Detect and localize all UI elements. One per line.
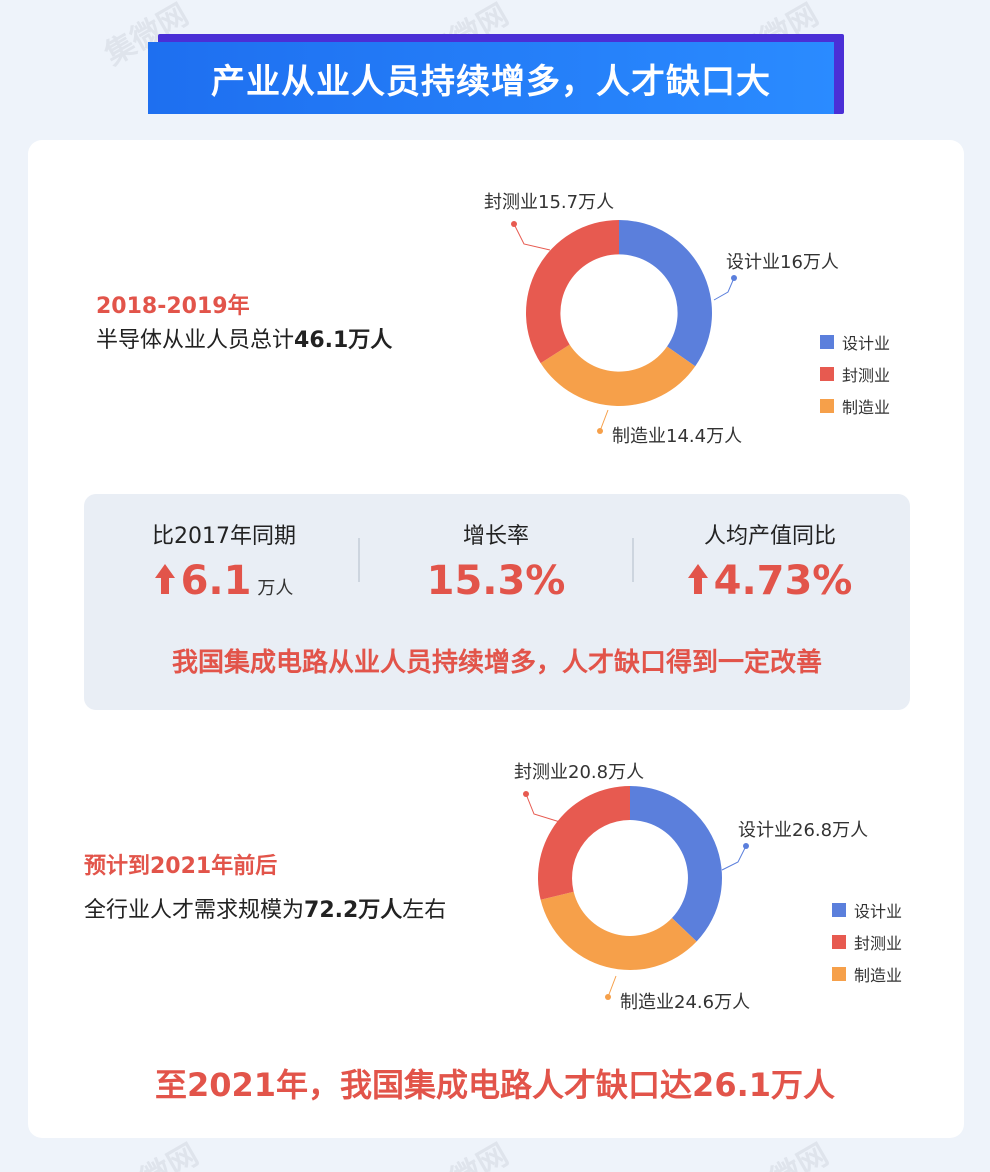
section2-text-prefix: 全行业人才需求规模为 bbox=[84, 898, 305, 923]
leader-dot-packaging-2019 bbox=[511, 221, 517, 227]
leader-line-design-2021 bbox=[721, 845, 747, 871]
legend-item-packaging: 封测业 bbox=[832, 926, 902, 958]
callout-packaging-2019: 封测业15.7万人 bbox=[484, 192, 615, 213]
legend-swatch-manufacturing bbox=[832, 967, 846, 981]
leader-lines-2021 bbox=[523, 791, 749, 1000]
legend-label-packaging: 封测业 bbox=[842, 366, 891, 385]
section2-text-suffix: 左右 bbox=[402, 898, 447, 923]
stat-unit: 万人 bbox=[257, 578, 294, 599]
leader-lines-2019 bbox=[511, 221, 737, 434]
header-banner: 产业从业人员持续增多，人才缺口大 bbox=[148, 42, 834, 114]
leader-line-design-2019 bbox=[713, 277, 735, 301]
section2-text-bold: 72.2万人 bbox=[304, 898, 403, 923]
donut-slice-packaging bbox=[538, 786, 630, 900]
stat-divider bbox=[632, 538, 634, 582]
arrow-up-icon bbox=[154, 564, 175, 594]
leader-line-manufacturing-2019 bbox=[599, 409, 609, 432]
donut-slice-manufacturing bbox=[540, 891, 697, 970]
legend-2021: 设计业 封测业 制造业 bbox=[832, 894, 902, 990]
stat-value: 15.3% bbox=[426, 558, 566, 604]
callout-design-2019: 设计业16万人 bbox=[726, 252, 839, 273]
legend-label-manufacturing: 制造业 bbox=[842, 398, 891, 417]
legend-swatch-design bbox=[820, 335, 834, 349]
leader-dot-design-2021 bbox=[743, 843, 749, 849]
legend-swatch-packaging bbox=[820, 367, 834, 381]
stat-per-capita-output: 人均产值同比 4.73% bbox=[640, 518, 900, 604]
section1-text-prefix: 半导体从业人员总计 bbox=[96, 328, 295, 353]
section1-text-bold: 46.1万人 bbox=[294, 328, 393, 353]
legend-2019: 设计业 封测业 制造业 bbox=[820, 326, 890, 422]
leader-line-packaging-2019 bbox=[513, 223, 551, 251]
legend-item-design: 设计业 bbox=[832, 894, 902, 926]
stat-yoy-increase: 比2017年同期 6.1 万人 bbox=[94, 518, 354, 604]
section2-period: 预计到2021年前后 bbox=[84, 854, 278, 879]
stat-growth-rate: 增长率 15.3% bbox=[366, 518, 626, 604]
donut-slice-design bbox=[630, 786, 722, 942]
section1-summary: 半导体从业人员总计46.1万人 bbox=[96, 322, 392, 354]
legend-item-manufacturing: 制造业 bbox=[832, 958, 902, 990]
stat-label: 人均产值同比 bbox=[703, 524, 836, 549]
arrow-up-icon bbox=[687, 564, 708, 594]
leader-dot-design-2019 bbox=[731, 275, 737, 281]
leader-line-manufacturing-2021 bbox=[607, 975, 617, 998]
legend-label-design: 设计业 bbox=[854, 902, 903, 921]
legend-label-manufacturing: 制造业 bbox=[854, 966, 903, 985]
legend-item-packaging: 封测业 bbox=[820, 358, 890, 390]
donut-slice-design bbox=[619, 220, 712, 367]
callout-design-2021: 设计业26.8万人 bbox=[738, 820, 869, 841]
stat-value-row: 6.1 万人 bbox=[94, 558, 354, 604]
section2-summary: 全行业人才需求规模为72.2万人左右 bbox=[84, 892, 446, 924]
legend-swatch-design bbox=[832, 903, 846, 917]
donut-chart-2021 bbox=[538, 786, 722, 970]
legend-item-design: 设计业 bbox=[820, 326, 890, 358]
legend-swatch-packaging bbox=[832, 935, 846, 949]
stat-value-row: 15.3% bbox=[366, 558, 626, 604]
callout-packaging-2021: 封测业20.8万人 bbox=[514, 762, 645, 783]
leader-dot-manufacturing-2021 bbox=[605, 994, 611, 1000]
legend-label-design: 设计业 bbox=[842, 334, 891, 353]
page-title: 产业从业人员持续增多，人才缺口大 bbox=[211, 61, 771, 102]
callout-manufacturing-2019: 制造业14.4万人 bbox=[612, 426, 743, 447]
stats-conclusion: 我国集成电路从业人员持续增多，人才缺口得到一定改善 bbox=[171, 648, 822, 678]
donut-slice-manufacturing bbox=[540, 344, 696, 406]
donut-slice-packaging bbox=[526, 220, 619, 364]
stats-panel: 比2017年同期 6.1 万人 增长率 15.3% 人均产值同比 4.73% 我… bbox=[84, 494, 910, 710]
section1-period: 2018-2019年 bbox=[96, 294, 250, 319]
donut-chart-2019 bbox=[526, 220, 712, 406]
stat-divider bbox=[358, 538, 360, 582]
leader-line-packaging-2021 bbox=[525, 793, 561, 823]
bottom-conclusion: 至2021年，我国集成电路人才缺口达26.1万人 bbox=[154, 1066, 836, 1104]
legend-item-manufacturing: 制造业 bbox=[820, 390, 890, 422]
callout-manufacturing-2021: 制造业24.6万人 bbox=[620, 992, 751, 1013]
legend-label-packaging: 封测业 bbox=[854, 934, 903, 953]
stat-value: 4.73% bbox=[713, 558, 853, 604]
leader-dot-manufacturing-2019 bbox=[597, 428, 603, 434]
stat-value: 6.1 bbox=[180, 558, 252, 604]
leader-dot-packaging-2021 bbox=[523, 791, 529, 797]
stat-label: 增长率 bbox=[462, 524, 529, 549]
stat-label: 比2017年同期 bbox=[152, 524, 296, 549]
stat-value-row: 4.73% bbox=[640, 558, 900, 604]
legend-swatch-manufacturing bbox=[820, 399, 834, 413]
